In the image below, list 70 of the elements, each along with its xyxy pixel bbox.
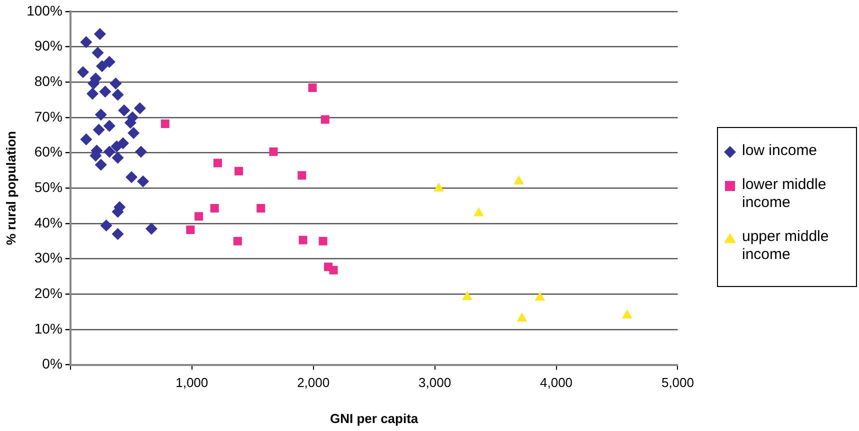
legend-label: low income [742,142,818,160]
point [94,158,107,171]
point [134,146,147,158]
point [622,309,632,318]
point [329,266,338,274]
point [160,120,170,128]
point [96,60,108,72]
point [112,228,124,240]
point [134,102,146,114]
point [92,46,104,59]
point [516,312,528,322]
y-tick-label: 100% [26,2,62,18]
point [77,66,90,78]
point [94,108,107,121]
point [80,133,92,146]
point [318,236,328,246]
point [298,171,306,180]
point [128,126,140,139]
x-tick-label: 5,000 [661,375,694,390]
point [269,147,278,156]
point [112,88,124,101]
point [103,146,116,158]
point [234,166,243,176]
point [118,104,130,116]
point [110,77,122,90]
point [137,175,150,188]
y-tick-label: 60% [34,144,62,160]
y-tick-label: 40% [34,214,62,230]
y-tick-label: 50% [34,178,62,195]
x-tick-label: 3,000 [418,375,452,390]
point [474,207,484,216]
y-tick-label: 0% [42,356,62,372]
y-tick-label: 90% [34,38,62,54]
point [86,88,99,100]
x-tick-label: 2,000 [297,375,330,390]
point [103,56,116,68]
x-tick-label: 4,000 [540,375,573,390]
point [80,36,92,48]
x-tick-label: 1,000 [176,375,208,390]
point [126,171,138,184]
y-axis-title: % rural population [3,130,18,246]
point [320,115,330,124]
point [256,204,266,212]
point [186,226,195,234]
y-tick-label: 30% [34,250,62,266]
point [110,140,123,152]
y-tick-label: 10% [34,320,62,336]
point [233,236,242,246]
point [214,158,222,168]
y-tick-label: 20% [34,284,62,301]
point [308,83,317,92]
point [194,212,204,221]
legend-label: lower middle income [742,176,828,212]
point [145,222,158,235]
point [514,175,524,184]
point [99,86,112,98]
point [100,220,112,232]
point [103,120,116,132]
point [462,290,472,300]
legend-label: upper middle income [742,228,830,264]
point [298,236,308,244]
point [210,204,219,212]
y-tick-label: 80% [34,72,62,89]
point [94,28,106,40]
y-tick-label: 70% [34,108,62,124]
x-axis-title: GNI per capita [330,410,419,426]
point [112,152,124,164]
point [92,124,105,136]
point [434,182,444,192]
point [534,292,546,301]
